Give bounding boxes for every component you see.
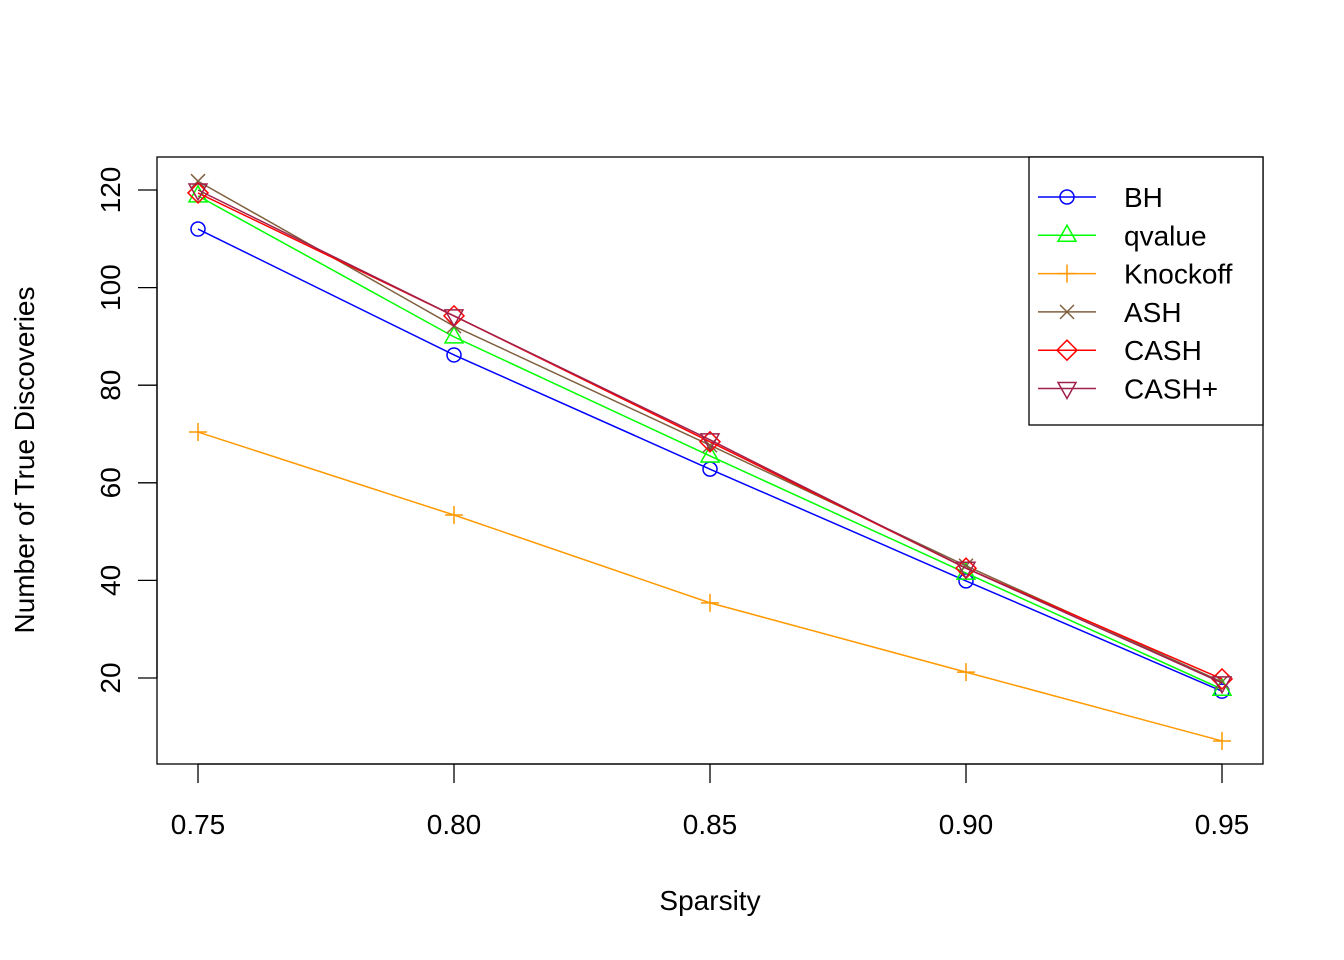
- legend-item-bh: BH: [1038, 182, 1163, 213]
- series-line-knockoff: [197, 431, 1223, 742]
- y-axis: 20 40 60 80 100 120: [95, 167, 158, 694]
- legend-item-cash: CASH: [1038, 335, 1202, 366]
- legend-marker: [1055, 339, 1079, 362]
- data-point-bh: [446, 347, 462, 363]
- data-point-ash: [190, 173, 206, 189]
- series-knockoff: [189, 423, 1231, 750]
- series-line-qvalue: [197, 195, 1223, 690]
- y-tick-label: 120: [95, 167, 126, 214]
- data-point-knockoff: [189, 423, 207, 442]
- series-group: [186, 173, 1234, 750]
- y-tick-label: 20: [95, 662, 126, 693]
- legend-item-knockoff: Knockoff: [1038, 259, 1233, 290]
- legend-label: Knockoff: [1124, 259, 1233, 290]
- legend-label: ASH: [1124, 297, 1182, 328]
- series-line-bh: [197, 228, 1223, 692]
- legend-marker: [1059, 304, 1075, 320]
- legend-label: CASH: [1124, 335, 1202, 366]
- legend-item-ash: ASH: [1038, 297, 1182, 328]
- legend-label: qvalue: [1124, 220, 1207, 251]
- data-point-cash-plus: [955, 561, 977, 580]
- x-tick-label: 0.80: [427, 809, 482, 840]
- data-point-knockoff: [701, 593, 719, 612]
- data-point-knockoff: [957, 663, 975, 682]
- data-point-cash-plus: [443, 309, 465, 328]
- x-tick-label: 0.95: [1195, 809, 1250, 840]
- data-point-qvalue: [187, 184, 209, 203]
- legend-marker: [1056, 381, 1078, 401]
- legend-item-qvalue: qvalue: [1038, 220, 1207, 251]
- data-point-bh: [190, 221, 206, 237]
- data-point-knockoff: [1213, 731, 1231, 750]
- legend-box: [1028, 156, 1264, 426]
- series-cash-plus: [187, 183, 1233, 695]
- data-point-cash-plus: [187, 183, 209, 202]
- legend-marker: [1058, 264, 1076, 283]
- legend-label: BH: [1124, 182, 1163, 213]
- x-tick-label: 0.85: [683, 809, 738, 840]
- data-point-qvalue: [443, 325, 465, 344]
- x-tick-label: 0.75: [171, 809, 226, 840]
- y-axis-label: Number of True Discoveries: [9, 286, 40, 633]
- data-point-cash: [1210, 667, 1234, 691]
- x-tick-label: 0.90: [939, 809, 994, 840]
- series-line-cash-plus: [197, 189, 1223, 684]
- series-line-cash: [197, 192, 1223, 680]
- legend-marker: [1059, 189, 1075, 205]
- data-point-cash-plus: [1211, 676, 1233, 695]
- data-point-knockoff: [445, 506, 463, 525]
- y-tick-label: 100: [95, 264, 126, 311]
- legend-label: CASH+: [1124, 374, 1218, 405]
- x-axis-label: Sparsity: [659, 885, 760, 916]
- data-point-cash-plus: [699, 433, 721, 452]
- x-axis: 0.75 0.80 0.85 0.90 0.95: [171, 763, 1250, 840]
- legend-item-cash-plus: CASH+: [1038, 374, 1218, 405]
- data-point-qvalue: [699, 444, 721, 463]
- legend-marker: [1056, 223, 1078, 243]
- legend: BH qvalue Knockoff ASH CASH CASH+: [1028, 156, 1264, 426]
- y-tick-label: 80: [95, 370, 126, 401]
- y-tick-label: 40: [95, 565, 126, 596]
- y-tick-label: 60: [95, 467, 126, 498]
